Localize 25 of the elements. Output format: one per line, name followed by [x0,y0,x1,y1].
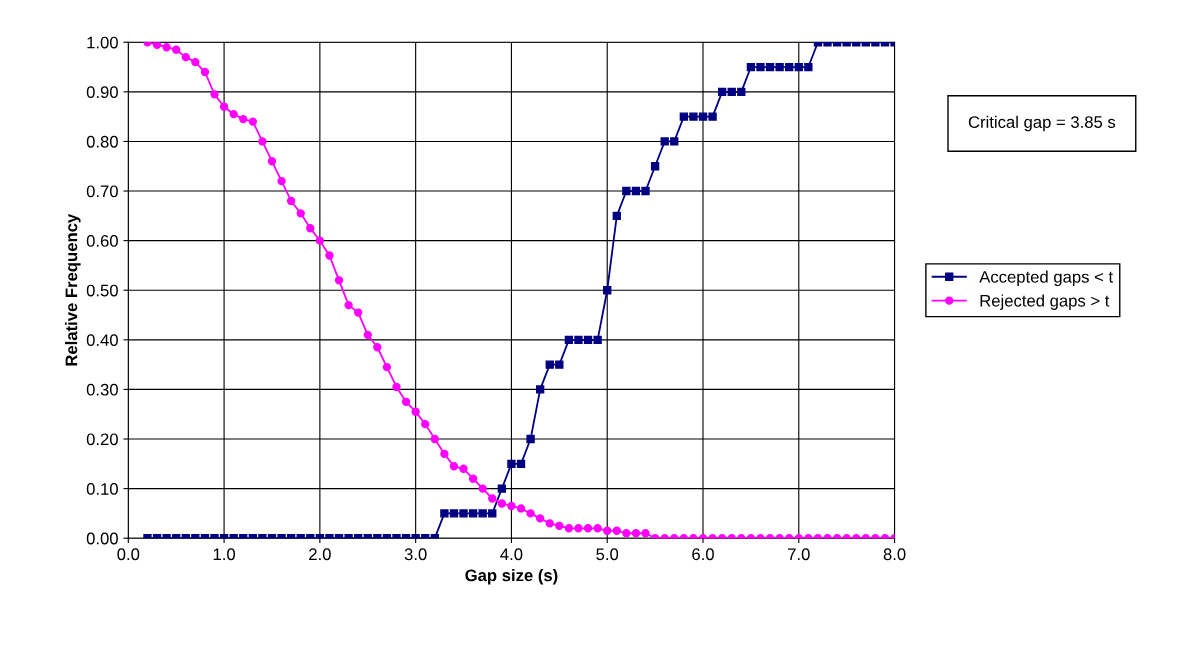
y-tick-label: 0.30 [86,383,118,396]
x-tick-label: 8.0 [883,548,906,561]
x-tick-label: 1.0 [213,548,236,561]
x-axis-title: Gap size (s) [465,569,558,585]
x-tick-label: 4.0 [500,548,523,561]
y-tick-label: 0.60 [86,235,118,247]
legend-label: Rejected gaps > t [980,294,1110,310]
x-tick-label: 6.0 [692,548,714,561]
legend-label: Accepted gaps < t [979,270,1113,287]
text: Critical gap = 3.85 s [968,115,1116,132]
y-tick-label: 0.00 [86,532,118,545]
x-tick-label: 0.0 [117,548,140,561]
y-tick-label: 0.40 [86,334,118,347]
y-tick-label: 0.50 [86,284,118,297]
y-tick-label: 0.10 [86,483,118,495]
y-tick-label: 0.70 [86,185,118,198]
x-tick-label: 2.0 [309,548,331,561]
x-tick-label: 7.0 [788,548,810,561]
y-tick-label: 0.80 [86,135,118,148]
y-tick-label: 0.20 [86,433,118,446]
y-axis-title: Relative Frequency [65,213,81,366]
x-tick-label: 5.0 [596,548,619,561]
y-tick-label: 0.90 [86,86,118,99]
y-tick-label: 1.00 [87,36,118,49]
x-tick-label: 3.0 [404,548,427,561]
